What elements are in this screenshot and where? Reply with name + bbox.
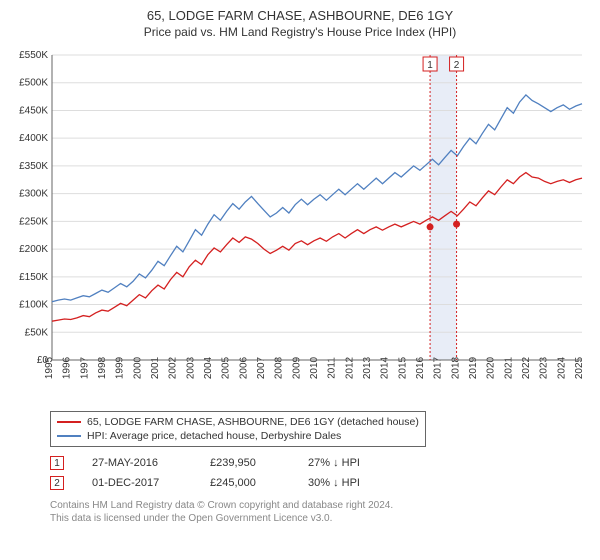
sale-price: £245,000 xyxy=(210,477,280,489)
page-title: 65, LODGE FARM CHASE, ASHBOURNE, DE6 1GY xyxy=(10,8,590,23)
legend-label: 65, LODGE FARM CHASE, ASHBOURNE, DE6 1GY… xyxy=(87,416,419,428)
svg-text:£250K: £250K xyxy=(19,216,48,227)
page-subtitle: Price paid vs. HM Land Registry's House … xyxy=(10,25,590,39)
sale-marker: 1 xyxy=(50,456,64,470)
svg-text:£550K: £550K xyxy=(19,50,48,61)
svg-text:£50K: £50K xyxy=(25,327,49,338)
legend-swatch xyxy=(57,421,81,423)
footer-line-1: Contains HM Land Registry data © Crown c… xyxy=(50,499,580,512)
svg-text:£450K: £450K xyxy=(19,105,48,116)
svg-text:£500K: £500K xyxy=(19,78,48,89)
sale-row: 1 27-MAY-2016 £239,950 27% ↓ HPI xyxy=(50,453,580,473)
svg-text:2: 2 xyxy=(454,60,460,71)
legend-item: HPI: Average price, detached house, Derb… xyxy=(57,429,419,443)
chart-svg: £0£50K£100K£150K£200K£250K£300K£350K£400… xyxy=(10,45,590,405)
chart: £0£50K£100K£150K£200K£250K£300K£350K£400… xyxy=(10,45,590,405)
footer-line-2: This data is licensed under the Open Gov… xyxy=(50,512,580,525)
legend-item: 65, LODGE FARM CHASE, ASHBOURNE, DE6 1GY… xyxy=(57,415,419,429)
footer: Contains HM Land Registry data © Crown c… xyxy=(50,499,580,525)
legend: 65, LODGE FARM CHASE, ASHBOURNE, DE6 1GY… xyxy=(50,411,426,447)
sale-delta: 27% ↓ HPI xyxy=(308,457,398,469)
sale-delta: 30% ↓ HPI xyxy=(308,477,398,489)
sale-date: 01-DEC-2017 xyxy=(92,477,182,489)
legend-swatch xyxy=(57,435,81,437)
svg-text:£350K: £350K xyxy=(19,161,48,172)
svg-text:£200K: £200K xyxy=(19,244,48,255)
sale-marker: 2 xyxy=(50,476,64,490)
sale-price: £239,950 xyxy=(210,457,280,469)
svg-text:1: 1 xyxy=(427,60,433,71)
svg-text:£300K: £300K xyxy=(19,189,48,200)
sales-table: 1 27-MAY-2016 £239,950 27% ↓ HPI 2 01-DEC-201… xyxy=(50,453,580,493)
svg-text:£150K: £150K xyxy=(19,272,48,283)
sale-date: 27-MAY-2016 xyxy=(92,457,182,469)
legend-label: HPI: Average price, detached house, Derb… xyxy=(87,430,341,442)
sale-row: 2 01-DEC-2017 £245,000 30% ↓ HPI xyxy=(50,473,580,493)
svg-text:£100K: £100K xyxy=(19,300,48,311)
chart-container: 65, LODGE FARM CHASE, ASHBOURNE, DE6 1GY… xyxy=(0,0,600,560)
svg-text:£400K: £400K xyxy=(19,133,48,144)
